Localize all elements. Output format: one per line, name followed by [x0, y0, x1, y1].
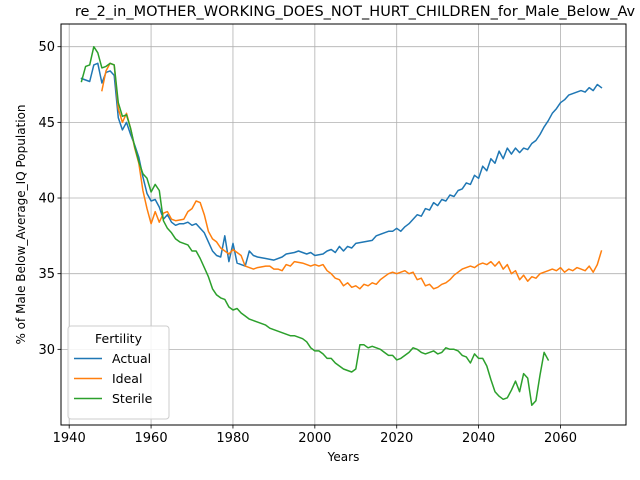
x-tick-label: 2000	[298, 431, 331, 446]
series-line-actual	[80, 62, 603, 267]
x-tick-label: 1960	[135, 431, 168, 446]
series-line-sterile	[80, 45, 550, 407]
x-axis-ticks: 1940 1960 1980 2000 2020 2040 2060	[53, 425, 577, 446]
y-axis-ticks: 30 35 40 45 50	[38, 40, 61, 358]
legend-label-ideal: Ideal	[112, 371, 142, 386]
legend: Fertility Actual Ideal Sterile	[67, 325, 170, 420]
x-tick-label: 1980	[216, 431, 249, 446]
legend-title: Fertility	[95, 331, 143, 346]
legend-label-actual: Actual	[112, 351, 151, 366]
y-tick-label: 30	[38, 343, 55, 358]
grid	[61, 24, 626, 425]
y-axis-label: % of Male Below_Average_IQ Population	[14, 104, 28, 344]
series-line-ideal	[101, 62, 603, 290]
legend-label-sterile: Sterile	[112, 391, 153, 406]
x-tick-label: 1940	[53, 431, 86, 446]
x-axis-label: Years	[327, 450, 360, 464]
legend-items: Actual Ideal Sterile	[74, 351, 153, 406]
chart-title: re_2_in_MOTHER_WORKING_DOES_NOT_HURT_CHI…	[75, 4, 636, 20]
x-tick-label: 2040	[462, 431, 495, 446]
legend-box	[67, 325, 170, 420]
plot-frame	[60, 23, 627, 426]
y-tick-label: 45	[38, 116, 55, 131]
x-tick-label: 2020	[380, 431, 413, 446]
series-lines	[80, 45, 603, 407]
y-tick-label: 40	[38, 192, 55, 207]
x-tick-label: 2060	[544, 431, 577, 446]
y-tick-label: 35	[38, 267, 55, 282]
y-tick-label: 50	[38, 40, 55, 55]
